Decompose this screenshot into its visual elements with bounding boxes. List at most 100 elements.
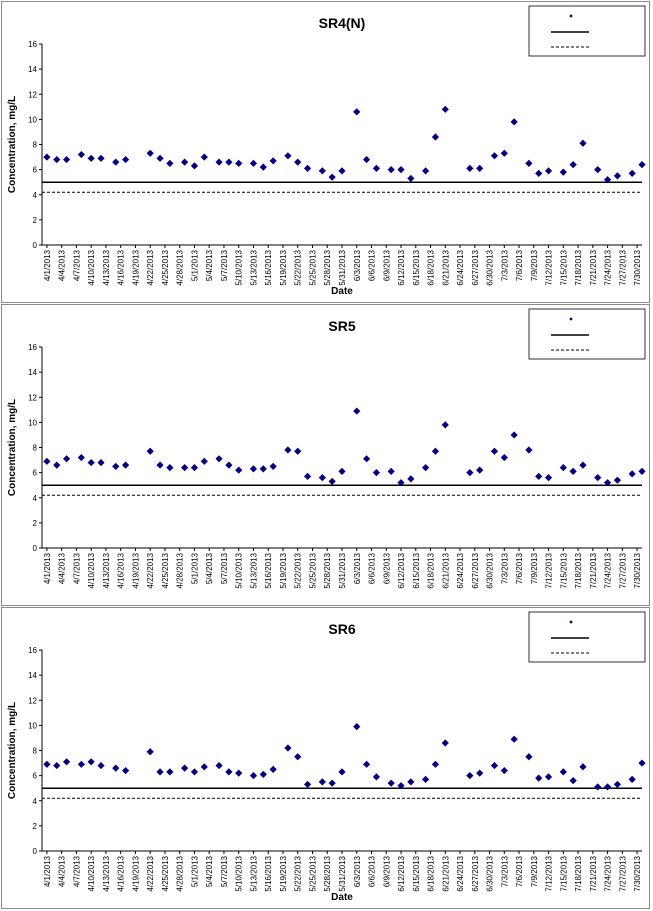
x-tick-label: 6/6/2013 [368,855,377,887]
data-point [638,759,646,767]
x-tick-label: 5/22/2013 [294,855,303,891]
data-point [215,761,223,770]
x-tick-label: 4/25/2013 [161,552,170,588]
y-tick-label: 14 [28,368,37,377]
x-tick-label: 6/18/2013 [427,855,436,891]
y-tick-label: 2 [33,519,38,528]
data-point [328,173,336,181]
data-point [200,763,208,771]
x-tick-label: 7/21/2013 [589,855,598,891]
x-tick-label: 7/12/2013 [545,855,554,891]
x-tick-label: 4/10/2013 [87,855,96,891]
data-point [476,769,484,777]
x-tick-label: 4/13/2013 [102,249,111,285]
x-tick-label: 6/24/2013 [456,855,465,891]
data-point [559,464,567,472]
x-tick-label: 5/31/2013 [338,249,347,285]
x-tick-label: 4/19/2013 [131,855,140,891]
data-point [97,761,105,770]
data-point [294,158,302,166]
data-point [638,161,646,169]
data-point [215,455,223,463]
data-point [53,155,61,164]
data-point [362,455,371,463]
data-point [97,154,105,162]
chart-svg-sr6: SR6 0 2 4 6 8 10 12 14 16 4/1/2013 4/4/2013 4/7/2013… [7,611,646,903]
legend [528,611,646,663]
data-point [97,458,105,467]
data-point [579,763,587,771]
data-point [328,779,336,787]
chart-title: SR5 [328,318,355,334]
data-point [387,467,395,475]
data-point [112,158,120,166]
x-tick-label: 4/22/2013 [146,855,155,891]
data-point [579,461,587,469]
x-tick-label: 6/18/2013 [427,249,436,285]
x-tick-label: 7/27/2013 [618,552,627,588]
x-axis-label: Date [331,892,353,903]
x-tick-label: 5/13/2013 [249,552,258,588]
data-point [77,453,85,462]
data-point [87,154,95,162]
x-tick-label: 6/21/2013 [441,855,450,891]
data-point [303,780,312,789]
data-point [122,461,130,469]
data-point [87,758,95,766]
x-tick-label: 7/27/2013 [618,855,627,891]
x-tick-label: 4/7/2013 [72,249,81,281]
data-point [431,447,440,455]
y-axis-label: Concentration, mg/L [7,399,18,496]
x-tick-label: 5/10/2013 [235,855,244,891]
data-point [77,760,85,768]
x-tick-label: 5/25/2013 [308,249,317,285]
legend [528,5,646,57]
x-tick-label: 7/6/2013 [515,552,524,584]
x-tick-label: 6/12/2013 [397,249,406,285]
y-tick-label: 8 [33,747,38,756]
data-point [43,457,51,465]
data-point [43,760,51,768]
x-tick-label: 6/15/2013 [412,552,421,588]
data-point [181,764,189,772]
x-tick-label: 4/10/2013 [87,552,96,588]
data-point [613,476,622,484]
y-tick-label: 8 [33,444,38,453]
data-point [190,464,199,472]
x-tick-label: 5/13/2013 [249,249,258,285]
x-tick-label: 5/19/2013 [279,249,288,285]
x-tick-label: 7/3/2013 [500,249,509,281]
data-point [422,464,430,472]
data-point [318,167,326,175]
data-point [269,157,277,165]
data-point [431,760,440,768]
chart-title: SR6 [328,621,355,637]
data-point [362,760,371,768]
data-point [613,172,622,180]
data-point [294,753,302,761]
data-point [259,770,267,778]
x-tick-label: 4/16/2013 [117,249,126,285]
x-tick-label: 6/15/2013 [412,855,421,891]
data-point [190,162,199,170]
data-point [500,767,508,775]
x-tick-label: 5/10/2013 [235,552,244,588]
data-point [500,453,508,462]
x-tick-label: 5/31/2013 [338,855,347,891]
x-tick-label: 4/19/2013 [131,552,140,588]
x-tick-label: 5/1/2013 [190,249,199,281]
x-tick-label: 7/24/2013 [604,552,613,588]
data-point [372,773,381,781]
data-point [490,761,499,770]
x-tick-label: 7/24/2013 [604,249,613,285]
data-point [372,164,381,172]
x-tick-label: 5/25/2013 [308,855,317,891]
x-tick-label: 6/30/2013 [486,552,495,588]
data-point [225,461,233,469]
y-tick-label: 2 [33,216,38,225]
x-tick-label: 5/22/2013 [294,249,303,285]
y-axis-label: Concentration, mg/L [7,702,18,799]
x-tick-label: 5/13/2013 [249,855,258,891]
x-tick-label: 7/9/2013 [530,249,539,281]
data-point [146,447,154,455]
